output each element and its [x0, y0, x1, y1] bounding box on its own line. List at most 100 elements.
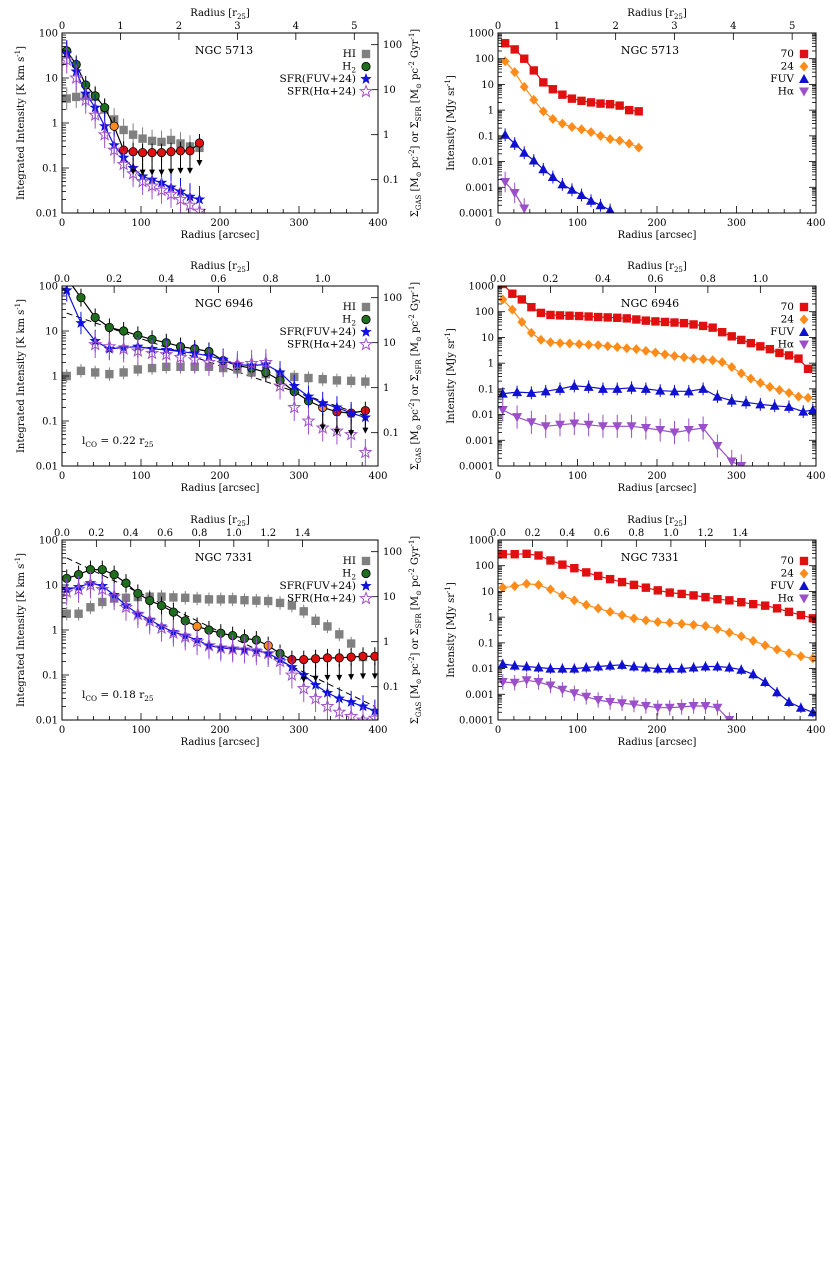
right-tick-label: 0.1: [383, 682, 399, 693]
data-point: [664, 703, 675, 713]
plot-frame: [497, 285, 817, 467]
right-tick-label: 0.1: [383, 175, 399, 186]
data-point: [577, 96, 586, 106]
top-tick-label: 4: [730, 21, 736, 32]
data-point: [612, 383, 623, 393]
data-point: [689, 619, 699, 630]
legend-label: H2: [342, 568, 356, 582]
legend-label: SFR(FUV+24): [280, 580, 356, 592]
data-point: [679, 318, 689, 328]
data-point: [670, 318, 679, 327]
data-point: [555, 420, 566, 430]
data-point: [86, 603, 95, 612]
data-point: [345, 696, 357, 707]
data-point: [677, 618, 687, 629]
legend-label: 24: [781, 61, 795, 73]
data-point: [90, 312, 100, 323]
data-point: [712, 661, 723, 671]
data-point: [194, 138, 205, 148]
data-point: [547, 172, 558, 182]
data-point: [760, 677, 771, 687]
data-point: [216, 595, 225, 604]
data-point: [557, 590, 567, 601]
y-tick-label: 0.01: [36, 716, 58, 727]
data-point: [689, 353, 699, 364]
right-tick-label: 1: [383, 130, 389, 141]
top-tick-label: 0: [59, 21, 65, 32]
x-tick-label: 0: [495, 725, 501, 736]
x-tick-label: 300: [727, 471, 746, 482]
legend-label: SFR(Hα+24): [287, 339, 356, 351]
data-point: [335, 630, 344, 639]
data-point: [510, 45, 519, 54]
x-axis-label: Radius [arcsec]: [618, 483, 697, 494]
y-axis-label: Intensity [MJy sr-1]: [444, 328, 457, 424]
data-point: [529, 66, 538, 75]
y-tick-label: 1000: [469, 282, 494, 293]
legend-marker: [799, 61, 809, 72]
legend-label: HI: [343, 48, 356, 60]
upper-limit-arrowhead: [196, 159, 203, 166]
data-point: [95, 582, 110, 596]
data-point: [688, 702, 699, 712]
data-point: [651, 317, 660, 326]
y-tick-label: 0.1: [478, 638, 494, 649]
data-point: [748, 669, 759, 679]
data-point: [689, 591, 698, 600]
data-point: [299, 607, 308, 616]
data-point: [669, 386, 680, 396]
x-tick-label: 400: [806, 218, 825, 229]
y-tick-label: 1000: [469, 536, 494, 547]
top-tick-label: 3: [671, 21, 677, 32]
data-point: [713, 594, 722, 604]
x-tick-label: 400: [368, 471, 387, 482]
data-point: [332, 704, 347, 719]
legend-marker: [799, 594, 809, 604]
data-point: [166, 625, 181, 640]
data-point: [712, 703, 723, 713]
x-tick-label: 400: [368, 218, 387, 229]
data-point: [583, 420, 594, 430]
y-tick-label: 0.01: [472, 410, 494, 421]
data-point: [133, 588, 143, 599]
right-tick-label: 100: [383, 40, 402, 51]
data-point: [145, 178, 160, 193]
data-point: [775, 348, 784, 358]
data-point: [569, 380, 580, 390]
upper-limit-arrowhead: [371, 673, 378, 680]
data-point: [498, 659, 508, 669]
x-tick-label: 400: [806, 471, 825, 482]
galaxy-name: NGC 6946: [195, 297, 253, 310]
data-point: [784, 351, 794, 360]
data-point: [622, 314, 631, 323]
data-point: [755, 377, 765, 388]
data-point: [76, 366, 86, 376]
series-line: [502, 679, 730, 720]
data-point: [344, 708, 359, 720]
data-point: [586, 98, 596, 107]
upper-limit-arrowhead: [348, 674, 355, 681]
galaxy-name: NGC 5713: [195, 44, 253, 57]
data-point: [512, 413, 523, 423]
data-point: [274, 366, 286, 378]
data-point: [605, 660, 616, 670]
legend-label: Hα: [778, 339, 794, 351]
series-24: [498, 294, 813, 403]
data-point: [526, 387, 537, 397]
legend-marker: [799, 87, 809, 97]
data-point: [566, 184, 577, 194]
data-point: [567, 94, 577, 103]
data-point: [652, 703, 663, 713]
data-point: [507, 304, 517, 315]
upper-limit-arrowhead: [186, 167, 193, 174]
right-tick-label: 10: [383, 338, 396, 349]
legend-marker: [799, 314, 809, 325]
top-tick-label: 1.4: [732, 528, 748, 539]
legend-label: 70: [781, 301, 794, 313]
data-point: [540, 422, 551, 432]
data-point: [344, 427, 359, 441]
data-point: [641, 583, 651, 592]
data-point: [631, 344, 641, 355]
y-tick-label: 1: [488, 359, 494, 370]
data-point: [296, 681, 311, 695]
